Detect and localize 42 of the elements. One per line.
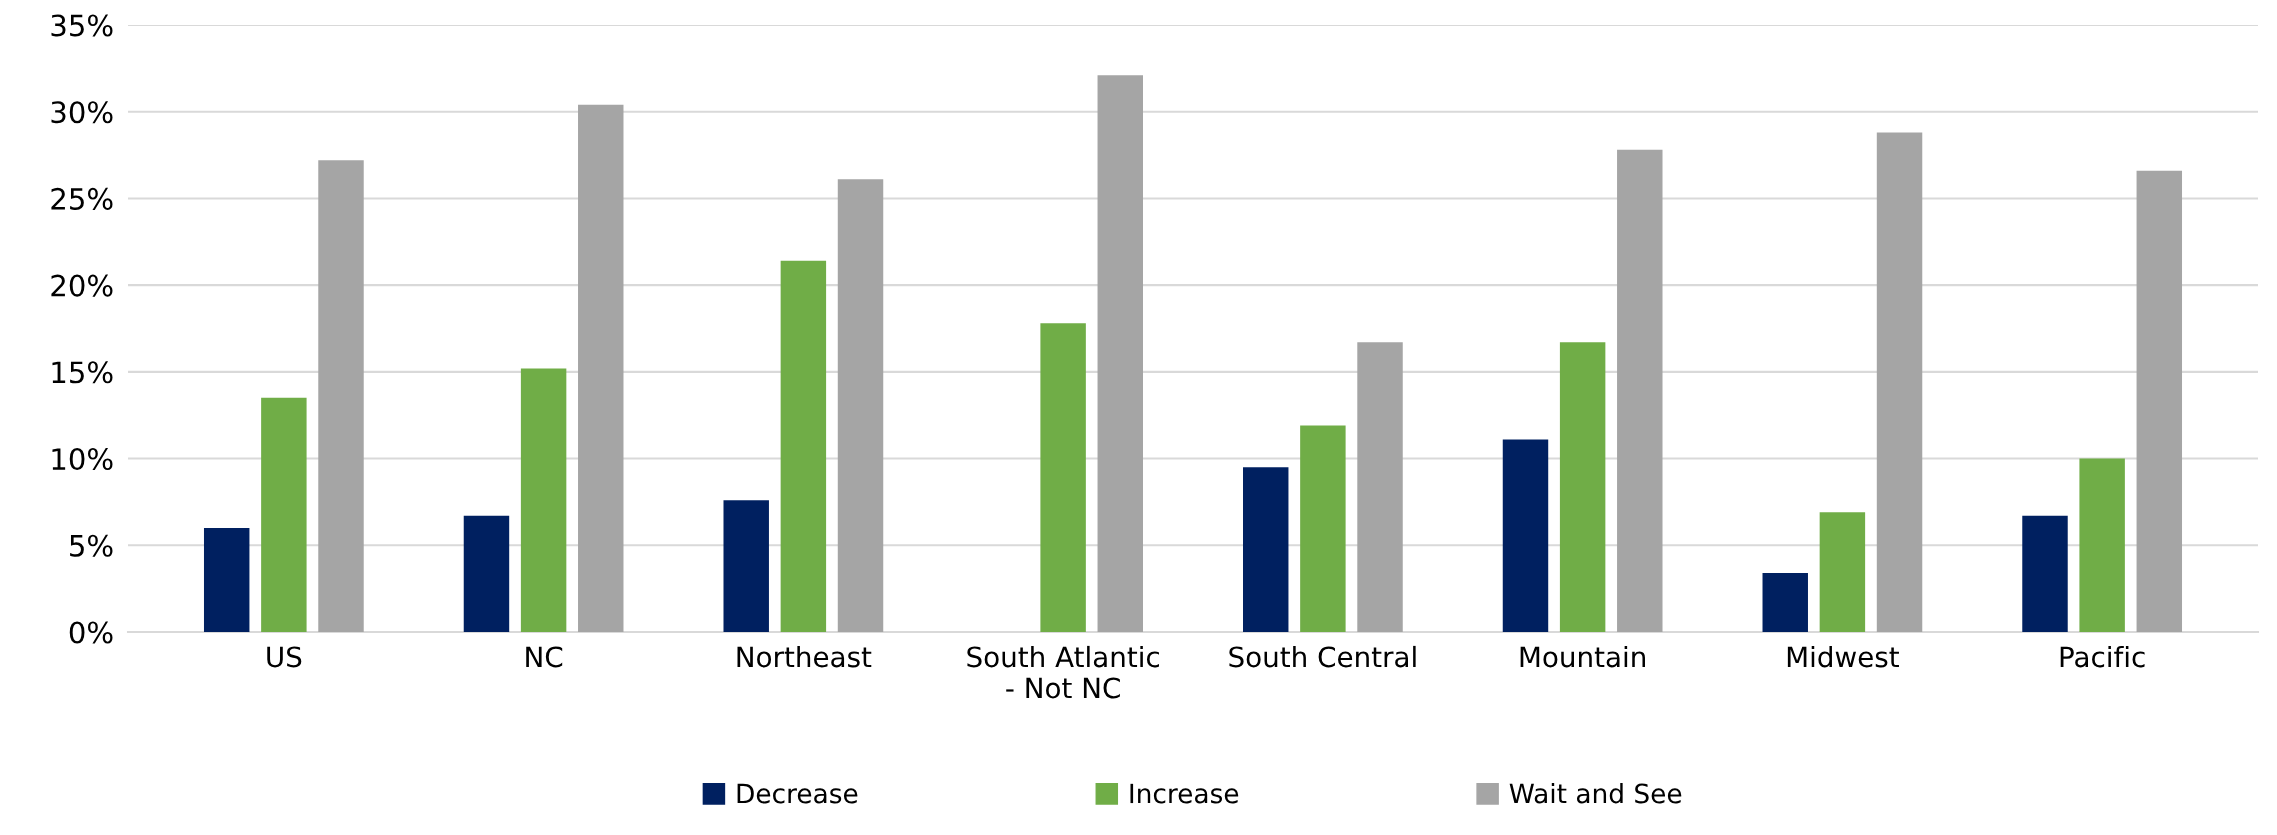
y-tick-label: 30%: [51, 101, 113, 124]
x-tick-label: Pacific: [2060, 645, 2145, 668]
bar: [1617, 149, 1663, 632]
bar: [1097, 75, 1143, 632]
x-tick-label: Northeast: [737, 645, 872, 668]
bar: [261, 397, 307, 632]
bar: [1559, 342, 1606, 632]
legend-label: Increase: [1130, 783, 1239, 804]
x-tick-label: South Central: [1229, 645, 1416, 668]
legend-label: Decrease: [737, 783, 858, 804]
bar: [520, 368, 567, 632]
y-tick-label: 35%: [51, 14, 113, 37]
bar: [1040, 323, 1086, 632]
bar: [1243, 467, 1289, 632]
bar: [2136, 170, 2183, 632]
bar: [2079, 458, 2125, 632]
bar: [1300, 425, 1346, 632]
bar: [1819, 512, 1866, 632]
x-tick-label: Mountain: [1520, 645, 1645, 668]
y-tick-label: 15%: [52, 361, 113, 384]
bar: [780, 260, 827, 632]
bar: [837, 179, 884, 632]
bar: [318, 160, 364, 632]
y-tick-label: 10%: [52, 448, 113, 471]
bar: [1876, 132, 1923, 632]
bar: [578, 104, 624, 632]
bar: [203, 527, 250, 632]
y-tick-label: 25%: [51, 187, 113, 210]
bar: [1502, 439, 1549, 632]
y-tick-label: 5%: [70, 534, 113, 557]
bar: [1357, 342, 1403, 632]
bar: [463, 515, 510, 632]
bar: [2022, 515, 2068, 632]
y-tick-label: 20%: [51, 274, 113, 297]
x-tick-label: Midwest: [1787, 645, 1899, 668]
x-tick-label: NC: [526, 646, 563, 668]
legend-label: Wait and See: [1509, 783, 1682, 804]
x-tick-label: South Atlantic - Not NC: [967, 645, 1159, 699]
x-tick-label: US: [267, 646, 302, 668]
bar: [723, 500, 769, 632]
y-tick-label: 0%: [69, 621, 113, 644]
bar: [1762, 573, 1808, 632]
